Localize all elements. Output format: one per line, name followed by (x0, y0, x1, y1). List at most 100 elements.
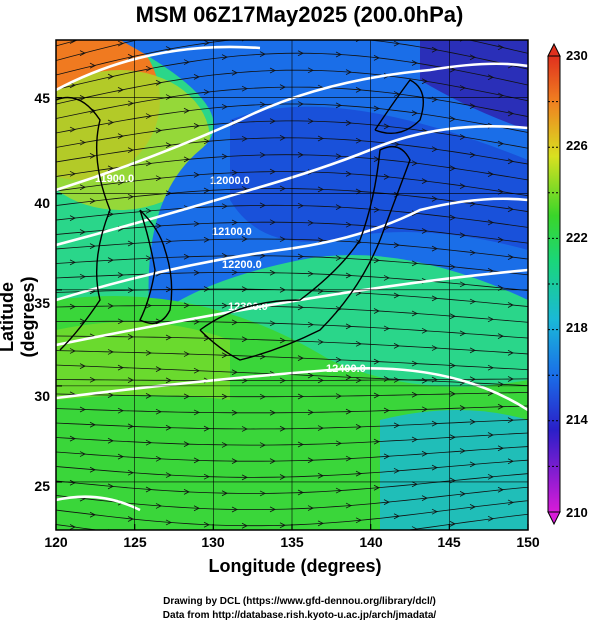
wind-arrowhead (279, 377, 286, 384)
wind-arrowhead (79, 184, 86, 191)
wind-arrowhead (221, 103, 228, 110)
wind-arrowhead (497, 403, 504, 410)
wind-arrowhead (221, 490, 228, 497)
wind-arrowhead (79, 50, 86, 56)
wind-arrowhead (241, 286, 248, 293)
wind-arrowhead (221, 153, 228, 160)
wind-arrowhead (374, 5, 379, 10)
x-tick-label: 140 (359, 534, 383, 550)
wind-arrowhead (373, 392, 380, 399)
wind-arrowhead (117, 318, 124, 325)
colorbar-tick-marks (548, 55, 560, 513)
wind-arrowhead (241, 85, 248, 92)
wind-arrowhead (421, 406, 428, 413)
wind-arrowhead (431, 345, 438, 351)
wind-arrowhead (231, 319, 238, 326)
wind-arrowhead (203, 521, 210, 528)
wind-arrowhead (411, 481, 418, 488)
y-tick-marks (56, 97, 62, 483)
wind-arrowhead (345, 455, 352, 462)
wind-arrowhead (259, 393, 266, 400)
wind-arrowhead (231, 69, 238, 76)
wind-arrowhead (69, 82, 76, 89)
wind-arrowhead (269, 219, 276, 226)
streamline (56, 40, 528, 76)
wind-arrowhead (221, 352, 228, 359)
wind-arrowhead (307, 372, 314, 379)
wind-arrowhead (69, 259, 76, 266)
wind-arrowhead (193, 269, 200, 276)
wind-arrowhead (155, 175, 162, 182)
wind-arrowhead (421, 377, 428, 384)
wind-arrowhead (279, 185, 286, 192)
wind-arrowhead (107, 303, 114, 309)
wind-arrowhead (393, 242, 400, 248)
wind-arrowhead (69, 303, 76, 310)
wind-arrowhead (107, 437, 114, 444)
wind-arrowhead (279, 236, 286, 243)
wind-arrowhead (117, 179, 124, 186)
wind-arrowhead (345, 502, 352, 509)
wind-arrowhead (507, 376, 514, 382)
wind-arrowhead (269, 320, 276, 327)
wind-arrowhead (203, 89, 210, 95)
wind-arrowhead (259, 442, 266, 448)
wind-arrowhead (431, 464, 438, 471)
wind-arrowhead (127, 377, 134, 383)
x-axis-label: Longitude (degrees) (208, 556, 382, 576)
wind-arrowhead (421, 228, 428, 234)
wind-arrowhead (507, 350, 514, 356)
wind-arrowhead (459, 232, 466, 239)
wind-arrowhead (297, 489, 304, 496)
colorbar-tick-label: 230 (566, 48, 588, 63)
wind-arrowhead (459, 183, 466, 189)
wind-arrowhead (431, 245, 438, 252)
wind-arrowhead (165, 142, 172, 149)
wind-arrowhead (336, 535, 341, 540)
wind-arrowhead (127, 100, 134, 107)
hokkaido-coast (374, 79, 424, 134)
wind-arrowhead (69, 524, 76, 530)
wind-arrowhead (165, 519, 172, 526)
wind-arrowhead (469, 418, 476, 425)
wind-arrowhead (184, 537, 189, 542)
wind-arrowhead (259, 490, 266, 497)
wind-arrowhead (108, 28, 113, 33)
wind-arrowhead (383, 407, 390, 414)
wind-arrowhead (431, 146, 438, 153)
wind-arrowhead (421, 78, 428, 85)
wind-arrowhead (221, 393, 228, 400)
wind-arrowhead (89, 421, 96, 428)
wind-arrowhead (459, 490, 466, 497)
wind-arrowhead (69, 126, 76, 133)
contour-line (56, 495, 141, 512)
wind-arrowhead (127, 53, 134, 60)
wind-arrowhead (203, 40, 210, 46)
wind-arrowhead (431, 420, 438, 427)
wind-arrowhead (317, 135, 324, 142)
wind-arrowhead (393, 377, 400, 383)
wind-arrowhead (469, 152, 476, 158)
wind-arrowhead (487, 432, 494, 438)
wind-arrowhead (145, 392, 152, 399)
wind-arrowhead (259, 252, 266, 259)
wind-arrowhead (165, 238, 172, 245)
wind-arrowhead (307, 67, 314, 74)
wind-arrowhead (373, 206, 380, 213)
wind-arrowhead (155, 79, 162, 86)
wind-arrowhead (449, 116, 456, 122)
wind-arrowhead (89, 376, 96, 383)
wind-arrowhead (203, 236, 210, 243)
wind-arrowhead (127, 147, 134, 153)
wind-arrowhead (459, 448, 466, 454)
wind-arrowhead (373, 438, 380, 445)
wind-arrowhead (193, 457, 200, 464)
wind-arrowhead (449, 434, 456, 441)
wind-arrowhead (89, 198, 96, 204)
wind-arrowhead (89, 511, 96, 518)
wind-arrowhead (373, 308, 380, 314)
wind-arrowhead (221, 442, 228, 448)
wind-arrowhead (269, 118, 276, 124)
wind-arrowhead (231, 458, 238, 465)
